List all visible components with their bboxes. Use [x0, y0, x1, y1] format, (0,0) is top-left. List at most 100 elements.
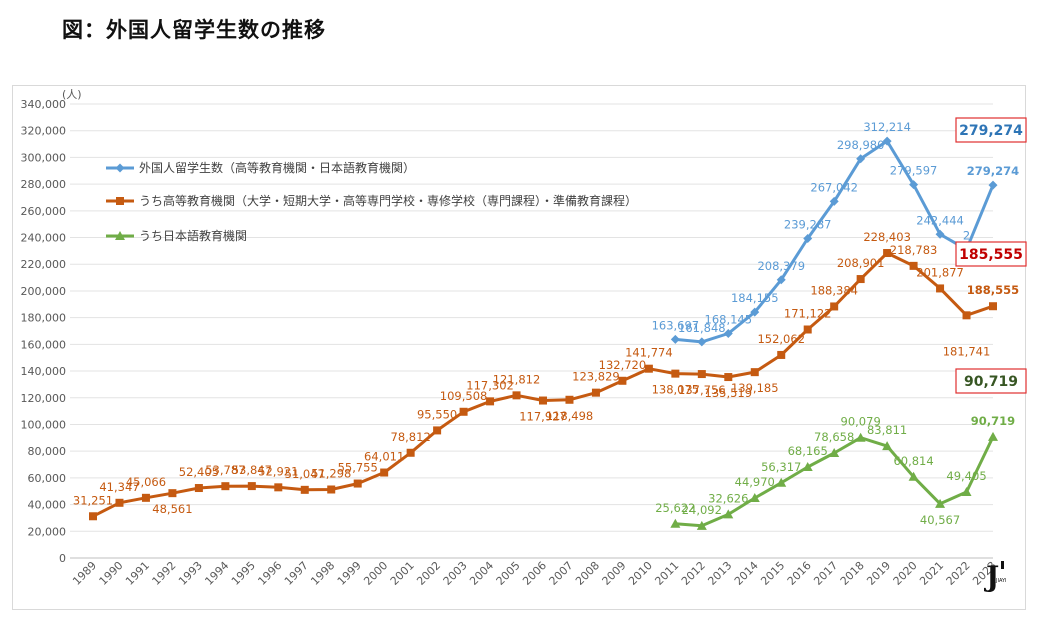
data-point — [670, 518, 681, 528]
data-point — [909, 180, 919, 190]
x-tick-label: 2021 — [917, 559, 946, 588]
y-tick-label: 160,000 — [21, 338, 67, 351]
legend-entry: うち日本語教育機関 — [139, 228, 247, 243]
data-label: 123,829 — [572, 370, 620, 384]
data-point — [696, 520, 707, 530]
data-label: 152,062 — [757, 332, 805, 346]
data-point — [115, 498, 124, 507]
data-point — [274, 483, 283, 492]
y-tick-label: 20,000 — [28, 525, 67, 538]
y-tick-label: 140,000 — [21, 365, 67, 378]
x-tick-label: 2013 — [705, 559, 734, 588]
data-point — [855, 432, 866, 442]
data-label: 267,042 — [810, 180, 858, 194]
x-tick-label: 1989 — [70, 559, 99, 588]
data-point — [300, 485, 309, 494]
data-point — [697, 370, 706, 379]
data-point — [353, 479, 362, 488]
x-tick-label: 2017 — [811, 559, 840, 588]
data-label: 168,145 — [705, 312, 753, 326]
callout-text: 90,719 — [964, 374, 1018, 390]
chart-frame — [12, 85, 1026, 610]
data-label: 298,980 — [837, 138, 885, 152]
x-tick-label: 2019 — [864, 559, 893, 588]
data-label: 2 — [963, 228, 970, 242]
data-label: 132,720 — [599, 358, 647, 372]
legend-entry: うち高等教育機関（大学・短期大学・高等専門学校・専修学校（専門課程）・準備教育課… — [139, 193, 637, 208]
data-point — [935, 498, 946, 508]
data-point — [909, 261, 918, 270]
callout-box — [955, 241, 1027, 267]
data-label: 60,814 — [893, 454, 933, 468]
data-label: 78,658 — [814, 430, 854, 444]
y-tick-label: 120,000 — [21, 392, 67, 405]
data-label: 188,555 — [967, 283, 1019, 297]
x-tick-label: 2006 — [520, 559, 549, 588]
data-label: 184,155 — [731, 291, 779, 305]
data-point — [539, 396, 547, 405]
data-point — [671, 369, 680, 378]
data-label: 121,812 — [493, 372, 541, 386]
x-tick-label: 1991 — [123, 559, 152, 588]
data-point — [194, 484, 203, 493]
data-point — [829, 196, 839, 206]
data-point — [327, 485, 336, 494]
y-tick-label: 260,000 — [21, 205, 67, 218]
legend-marker — [115, 231, 125, 240]
data-label: 90,719 — [971, 414, 1015, 428]
data-point — [644, 364, 653, 373]
x-tick-label: 2003 — [441, 559, 470, 588]
x-tick-label: 1995 — [229, 559, 258, 588]
data-point — [803, 325, 812, 334]
data-point — [776, 477, 787, 487]
x-tick-label: 2004 — [467, 559, 496, 588]
x-tick-label: 2022 — [944, 559, 973, 588]
callout-box — [955, 368, 1027, 394]
data-label: 239,287 — [784, 217, 832, 231]
data-label: 49,405 — [946, 469, 986, 483]
x-tick-label: 2016 — [785, 559, 814, 588]
legend-marker — [116, 197, 124, 205]
data-point — [777, 350, 786, 359]
data-label: 31,251 — [73, 493, 113, 507]
data-label: 45,066 — [126, 475, 166, 489]
page-title: 図：外国人留学生数の推移 — [62, 18, 326, 42]
data-point — [724, 373, 733, 382]
data-label: 52,405 — [179, 465, 219, 479]
x-tick-label: 2014 — [732, 559, 761, 588]
data-point — [802, 461, 813, 471]
x-tick-label: 2012 — [679, 559, 708, 588]
data-label: 138,075 — [652, 383, 700, 397]
x-tick-label: 2008 — [573, 559, 602, 588]
data-label: 83,811 — [867, 423, 907, 437]
data-point — [512, 391, 521, 400]
y-tick-label: 300,000 — [21, 151, 67, 164]
x-tick-label: 2020 — [891, 559, 920, 588]
data-label: 117,302 — [466, 378, 514, 392]
y-tick-label: 280,000 — [21, 178, 67, 191]
legend-entry: 外国人留学生数（高等教育機関・日本語教育機関） — [139, 160, 415, 175]
x-tick-label: 1990 — [97, 559, 126, 588]
data-point — [433, 426, 442, 435]
data-label: 279,274 — [967, 164, 1019, 178]
data-point — [882, 136, 892, 146]
data-label: 68,165 — [788, 444, 828, 458]
data-label: 52,921 — [258, 464, 298, 478]
x-tick-label: 2015 — [758, 559, 787, 588]
data-point — [908, 471, 919, 481]
data-label: 53,787 — [205, 463, 245, 477]
y-tick-label: 220,000 — [21, 258, 67, 271]
data-point — [89, 512, 97, 521]
data-point — [486, 397, 495, 406]
x-tick-label: 2000 — [361, 559, 390, 588]
data-label: 242,444 — [916, 213, 964, 227]
logo-text: JIAYI — [995, 578, 1007, 584]
y-tick-label: 40,000 — [28, 499, 67, 512]
data-label: 51,298 — [311, 467, 351, 481]
data-label: 44,970 — [735, 475, 775, 489]
data-point — [750, 307, 760, 317]
y-tick-label: 180,000 — [21, 312, 67, 325]
data-point — [935, 229, 945, 239]
data-point — [962, 311, 971, 320]
data-label: 78,812 — [391, 430, 431, 444]
